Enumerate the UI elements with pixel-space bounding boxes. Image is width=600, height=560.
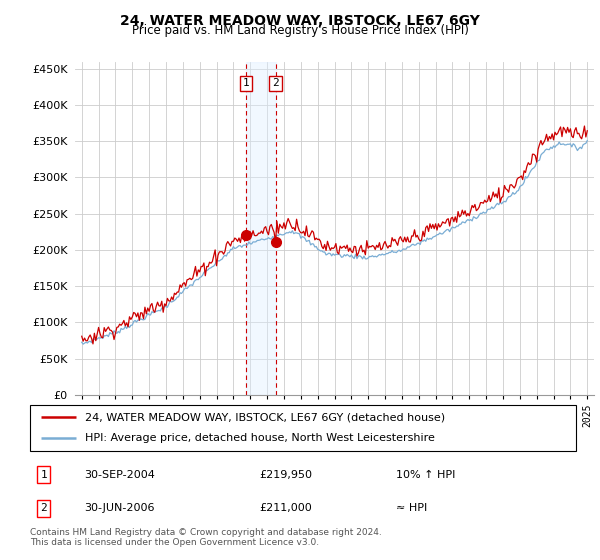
- Text: 30-SEP-2004: 30-SEP-2004: [85, 470, 155, 479]
- Text: 1: 1: [40, 470, 47, 479]
- Text: 2: 2: [40, 503, 47, 513]
- Text: ≈ HPI: ≈ HPI: [396, 503, 427, 513]
- Text: Contains HM Land Registry data © Crown copyright and database right 2024.
This d: Contains HM Land Registry data © Crown c…: [30, 528, 382, 547]
- Text: £211,000: £211,000: [259, 503, 312, 513]
- FancyBboxPatch shape: [30, 405, 576, 451]
- Text: 24, WATER MEADOW WAY, IBSTOCK, LE67 6GY (detached house): 24, WATER MEADOW WAY, IBSTOCK, LE67 6GY …: [85, 412, 445, 422]
- Text: 24, WATER MEADOW WAY, IBSTOCK, LE67 6GY: 24, WATER MEADOW WAY, IBSTOCK, LE67 6GY: [120, 14, 480, 28]
- Text: 1: 1: [242, 78, 250, 88]
- Text: 2: 2: [272, 78, 279, 88]
- Text: 10% ↑ HPI: 10% ↑ HPI: [396, 470, 455, 479]
- Text: Price paid vs. HM Land Registry's House Price Index (HPI): Price paid vs. HM Land Registry's House …: [131, 24, 469, 37]
- Text: HPI: Average price, detached house, North West Leicestershire: HPI: Average price, detached house, Nort…: [85, 433, 434, 444]
- Text: £219,950: £219,950: [259, 470, 313, 479]
- Bar: [246, 62, 275, 395]
- Text: 30-JUN-2006: 30-JUN-2006: [85, 503, 155, 513]
